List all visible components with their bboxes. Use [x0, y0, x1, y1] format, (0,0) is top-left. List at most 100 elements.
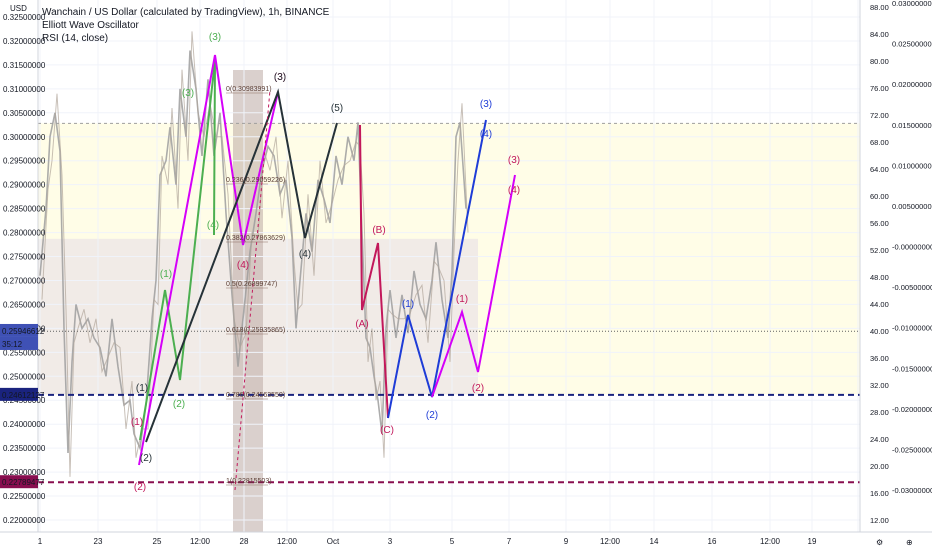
countdown-tag-bg — [0, 336, 38, 350]
rsi-tick-label: 68.00 — [870, 138, 889, 147]
time-tick-label: 19 — [808, 537, 817, 546]
navy-wave-line — [145, 88, 338, 443]
left-tick-label: 0.31000000 — [3, 85, 46, 94]
time-tick-label: 1 — [38, 537, 43, 546]
wave-label-magenta: (C) — [380, 425, 394, 436]
ewo-tick-label: 0.00500000 — [892, 202, 932, 211]
fib-level-label: 0.382(0.27863629) — [226, 235, 285, 242]
time-axis-panel — [0, 532, 932, 550]
ewo-tick-label: 0.01500000 — [892, 121, 932, 130]
time-tick-label: 25 — [153, 537, 162, 546]
left-tick-label: 0.31500000 — [3, 61, 46, 70]
wave-label-navy: (3) — [274, 72, 286, 83]
current-price-tag: 0.25946612 — [2, 327, 45, 336]
blue-wave-line — [387, 119, 487, 419]
wave-label-green: (3) — [182, 88, 194, 99]
fib-level-label: 0.236(0.29059226) — [226, 177, 285, 184]
ewo-tick-label: -0.02000000 — [892, 405, 932, 414]
wave-label-blue: (1) — [402, 299, 414, 310]
wave-label-magenta: (1) — [456, 294, 468, 305]
rsi-tick-label: 60.00 — [870, 192, 889, 201]
rsi-tick-label: 16.00 — [870, 489, 889, 498]
wave-label-blue: (4) — [480, 129, 492, 140]
wave-label-magenta: (B) — [372, 225, 385, 236]
auto-scale-icon: ⊕ — [906, 538, 913, 547]
left-tick-label: 0.30500000 — [3, 109, 46, 118]
elliott-wave-annotations: (1) (1) (2) (3) (3) (4) (1) (2) (3) (4) (A) (B) (C) (… — [131, 32, 520, 493]
left-tick-label: 0.28500000 — [3, 205, 46, 214]
magenta-wave-line — [138, 54, 279, 466]
time-tick-label: 14 — [650, 537, 659, 546]
left-tick-label: 0.32500000 — [3, 13, 46, 22]
fib-level-label: 1(0.22815503) — [226, 478, 272, 485]
indicator-rsi-label[interactable]: RSI (14, close) — [42, 33, 109, 44]
time-tick-label: 12:00 — [190, 537, 211, 546]
rsi-tick-label: 84.00 — [870, 30, 889, 39]
wave-label-magenta: (4) — [237, 260, 249, 271]
ewo-tick-label: 0.01000000 — [892, 161, 932, 170]
left-tick-label: 0.22500000 — [3, 492, 46, 501]
rsi-tick-label: 44.00 — [870, 300, 889, 309]
indicator-ewo-label[interactable]: Elliott Wave Oscillator — [42, 20, 139, 31]
rsi-tick-label: 52.00 — [870, 246, 889, 255]
time-tick-label: Oct — [327, 537, 340, 546]
time-tick-label: 9 — [564, 537, 569, 546]
left-tick-label: 0.28000000 — [3, 229, 46, 238]
left-tick-label: 0.23000000 — [3, 468, 46, 477]
time-tick-label: 5 — [450, 537, 455, 546]
fib-level-label: 0.786(0.24563559) — [226, 392, 285, 399]
wave-label-green: (2) — [173, 399, 185, 410]
left-tick-label: 0.23500000 — [3, 444, 46, 453]
wave-label-navy: (4) — [299, 249, 311, 260]
fib-trendline — [234, 89, 271, 491]
ewo-line — [41, 31, 469, 477]
fib-level-label: 0.618(0.25935865) — [226, 327, 285, 334]
rsi-tick-label: 24.00 — [870, 435, 889, 444]
wave-label-magenta: (3) — [508, 155, 520, 166]
left-tick-label: 0.29500000 — [3, 157, 46, 166]
chart-header: Wanchain / US Dollar (calculated by Trad… — [42, 6, 329, 45]
wave-label-magenta: (2) — [134, 482, 146, 493]
price-series — [38, 31, 860, 484]
projection-wave-line — [431, 174, 516, 398]
wave-label-magenta: (3) — [274, 72, 286, 83]
left-tick-label: 0.25500000 — [3, 348, 46, 357]
rsi-tick-label: 76.00 — [870, 84, 889, 93]
left-tick-label: 0.22000000 — [3, 516, 46, 525]
wave-label-magenta: (4) — [508, 185, 520, 196]
ewo-tick-label: 0.02000000 — [892, 80, 932, 89]
green-wave-line — [139, 59, 216, 441]
ewo-tick-label: 0.02500000 — [892, 40, 932, 49]
countdown-tag: 35:12 — [2, 340, 23, 349]
maroon-line-tag: 0.22789477 — [2, 478, 45, 487]
rsi-tick-label: 56.00 — [870, 219, 889, 228]
chart-background — [38, 0, 860, 532]
rsi-tick-label: 12.00 — [870, 516, 889, 525]
wave-label-green: (3) — [209, 32, 221, 43]
wave-label-green: (1) — [160, 269, 172, 280]
rsi-tick-label: 64.00 — [870, 165, 889, 174]
time-tick-label: 12:00 — [760, 537, 781, 546]
time-tick-label: 23 — [94, 537, 103, 546]
ewo-tick-label: -0.01500000 — [892, 364, 932, 373]
ewo-tick-label: -0.00000000 — [892, 243, 932, 252]
rsi-tick-label: 28.00 — [870, 408, 889, 417]
wave-label-navy: (2) — [140, 453, 152, 464]
left-tick-label: 0.30000000 — [3, 133, 46, 142]
wave-label-navy: (1) — [136, 383, 148, 394]
time-tick-label: 28 — [240, 537, 249, 546]
ewo-tick-label: 0.03000000 — [892, 0, 932, 8]
wave-label-magenta: (A) — [355, 319, 368, 330]
settings-icon: ⚙ — [876, 538, 883, 547]
abc-wave-line — [359, 124, 389, 419]
ewo-tick-label: -0.00500000 — [892, 283, 932, 292]
blue-line-tag: 0.24612127 — [2, 391, 45, 400]
rsi-tick-label: 72.00 — [870, 111, 889, 120]
left-tick-label: 0.24000000 — [3, 420, 46, 429]
rsi-tick-label: 20.00 — [870, 462, 889, 471]
wave-label-blue: (2) — [426, 410, 438, 421]
ewo-tick-label: -0.03000000 — [892, 486, 932, 495]
time-tick-label: 16 — [708, 537, 717, 546]
